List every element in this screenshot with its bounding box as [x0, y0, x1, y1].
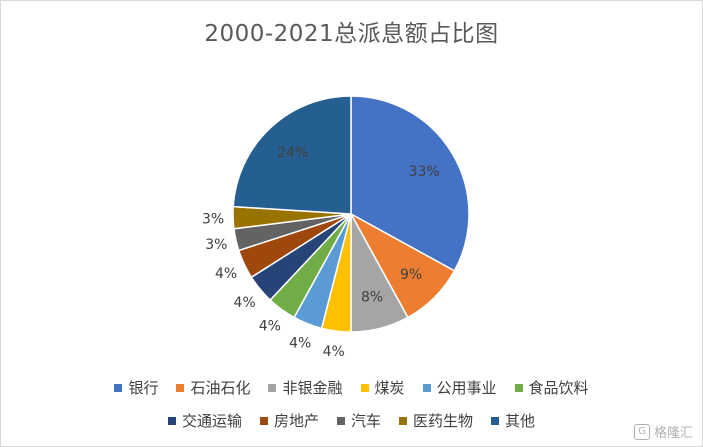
legend-swatch-1 — [176, 383, 185, 392]
data-label-5: 4% — [259, 319, 281, 335]
legend-item-2: 非银金融 — [268, 377, 343, 398]
legend-item-7: 房地产 — [259, 410, 319, 431]
data-label-1: 9% — [400, 267, 422, 283]
pie-slice-10 — [232, 95, 352, 215]
data-label-8: 3% — [205, 237, 227, 253]
data-label-4: 4% — [289, 335, 311, 351]
legend-item-0: 银行 — [114, 377, 158, 398]
data-label-2: 8% — [361, 289, 383, 305]
legend-label-0: 银行 — [128, 379, 159, 397]
legend-item-3: 煤炭 — [360, 377, 405, 398]
chart-title: 2000-2021总派息额占比图 — [204, 21, 499, 47]
data-label-3: 4% — [323, 344, 345, 360]
legend-row-2: 交通运输 房地产 汽车 医药生物 其他 — [0, 410, 703, 431]
legend-label-7: 房地产 — [273, 412, 319, 430]
legend-swatch-8 — [336, 416, 345, 425]
legend-swatch-3 — [360, 383, 369, 392]
legend-item-5: 食品饮料 — [514, 377, 589, 398]
watermark-text: 格隆汇 — [653, 426, 693, 441]
watermark-logo-icon: G — [633, 423, 650, 440]
legend-item-4: 公用事业 — [422, 377, 497, 398]
legend-label-4: 公用事业 — [436, 379, 497, 397]
legend-swatch-10 — [491, 416, 500, 425]
pie-slice-0 — [350, 95, 470, 272]
legend-swatch-5 — [514, 383, 523, 392]
legend-item-9: 医药生物 — [399, 410, 473, 431]
watermark: G 格隆汇 — [633, 422, 693, 441]
legend-label-8: 汽车 — [350, 412, 381, 430]
legend-item-10: 其他 — [491, 410, 535, 431]
data-label-6: 4% — [234, 295, 256, 311]
legend-item-6: 交通运输 — [167, 410, 242, 431]
data-label-10: 24% — [277, 145, 308, 161]
legend-swatch-6 — [167, 416, 176, 425]
legend-label-1: 石油石化 — [190, 379, 251, 397]
legend-swatch-0 — [114, 383, 123, 392]
legend-swatch-2 — [268, 383, 277, 392]
legend-label-2: 非银金融 — [282, 379, 343, 397]
data-label-0: 33% — [409, 164, 440, 180]
data-label-7: 4% — [215, 266, 237, 282]
legend-row-1: 银行 石油石化 非银金融 煤炭 公用事业 食品饮料 — [0, 377, 703, 398]
legend-swatch-7 — [259, 416, 268, 425]
legend-label-9: 医药生物 — [413, 412, 474, 430]
legend-label-3: 煤炭 — [374, 379, 405, 397]
legend-swatch-4 — [422, 383, 431, 392]
data-label-9: 3% — [202, 211, 224, 227]
legend-item-8: 汽车 — [336, 410, 381, 431]
legend-label-10: 其他 — [505, 412, 536, 430]
legend-item-1: 石油石化 — [176, 377, 250, 398]
legend-label-5: 食品饮料 — [528, 379, 589, 397]
legend-swatch-9 — [399, 416, 407, 425]
legend-label-6: 交通运输 — [181, 412, 242, 430]
